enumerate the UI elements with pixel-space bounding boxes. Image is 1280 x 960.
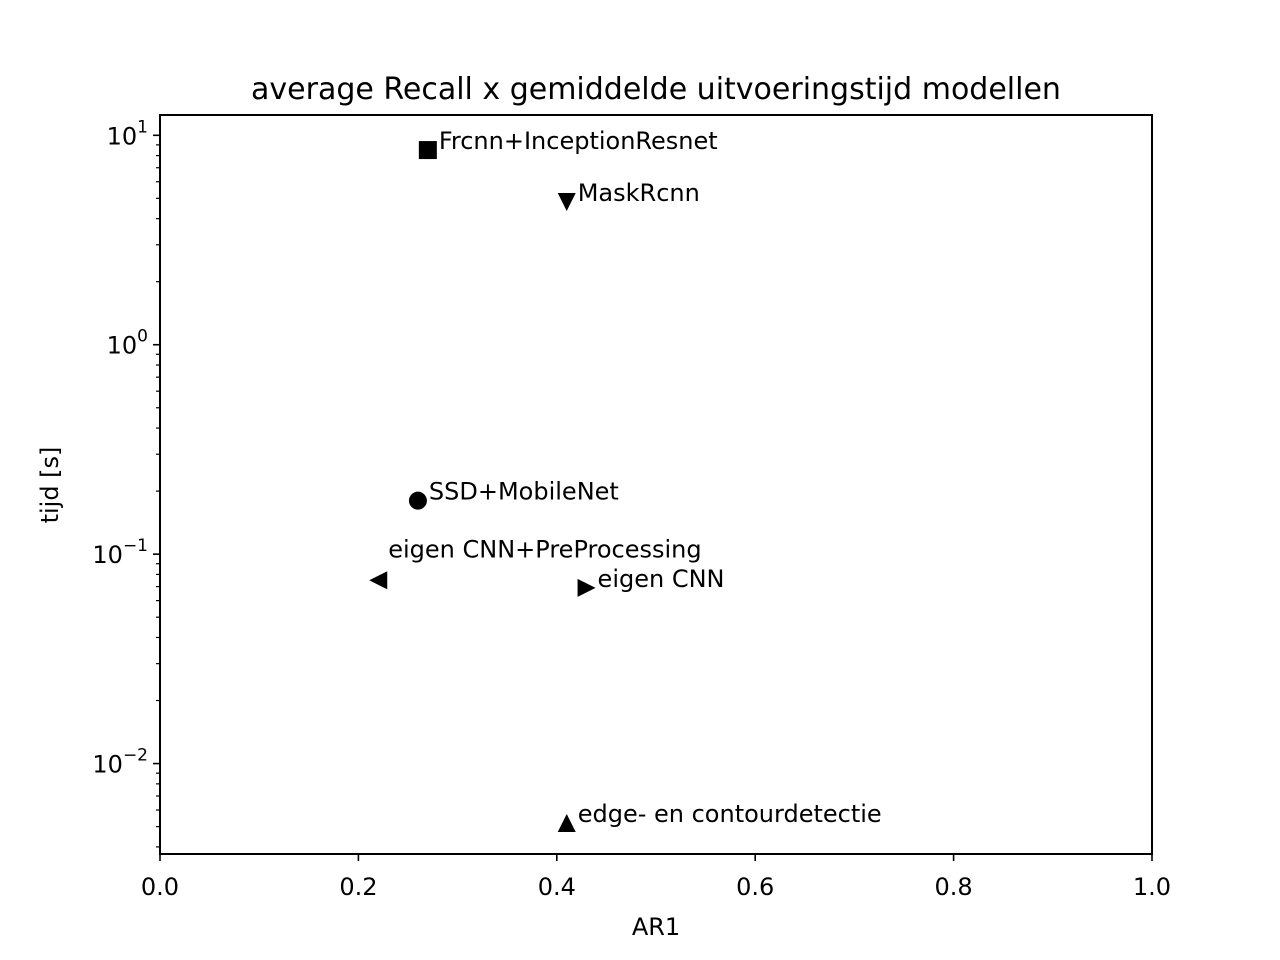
x-tick-label: 0.2	[339, 873, 377, 901]
y-tick-base: 10	[92, 751, 123, 779]
y-tick-base: 10	[107, 122, 138, 150]
x-tick-label: 0.4	[538, 873, 576, 901]
y-tick-exponent: 0	[137, 327, 148, 347]
point-marker-frcnn-inceptionresnet	[418, 141, 437, 160]
point-marker-eigen-cnn	[577, 578, 596, 597]
x-axis-label: AR1	[632, 913, 680, 941]
x-tick-label: 1.0	[1133, 873, 1171, 901]
y-tick-base: 10	[107, 332, 138, 360]
point-marker-maskrcnn	[557, 193, 576, 212]
point-label-ssd-mobilenet: SSD+MobileNet	[429, 478, 619, 506]
x-tick-label: 0.8	[935, 873, 973, 901]
plot-frame	[159, 114, 1153, 855]
data-points: Frcnn+InceptionResnet MaskRcnn SSD+MobileN…	[369, 127, 882, 833]
plot-area	[159, 114, 1153, 855]
y-tick-label: 101	[107, 117, 148, 150]
y-tick-label: 10−1	[92, 536, 148, 569]
y-tick-label: 10−2	[92, 746, 148, 779]
x-tick-label: 0.6	[736, 873, 774, 901]
x-axis: 0.0 0.2 0.4 0.6 0.8 1.0	[141, 854, 1171, 901]
chart-title: average Recall x gemiddelde uitvoeringst…	[251, 72, 1061, 107]
point-marker-eigen-cnn-preprocessing	[369, 571, 388, 590]
point-label-frcnn-inceptionresnet: Frcnn+InceptionResnet	[439, 127, 718, 155]
point-label-eigen-cnn: eigen CNN	[598, 565, 725, 593]
point-label-edge-en-contourdetectie: edge- en contourdetectie	[578, 800, 882, 828]
point-marker-ssd-mobilenet	[408, 491, 427, 510]
y-tick-exponent: −1	[123, 536, 148, 556]
y-tick-label: 100	[107, 327, 148, 360]
x-tick-label: 0.0	[141, 873, 179, 901]
point-label-maskrcnn: MaskRcnn	[578, 179, 700, 207]
point-marker-edge-en-contourdetectie	[557, 814, 576, 833]
y-tick-exponent: 1	[137, 117, 148, 137]
point-label-eigen-cnn-preprocessing: eigen CNN+PreProcessing	[388, 535, 701, 563]
y-tick-base: 10	[92, 541, 123, 569]
y-tick-exponent: −2	[123, 746, 148, 766]
y-axis-label: tijd [s]	[36, 447, 64, 524]
